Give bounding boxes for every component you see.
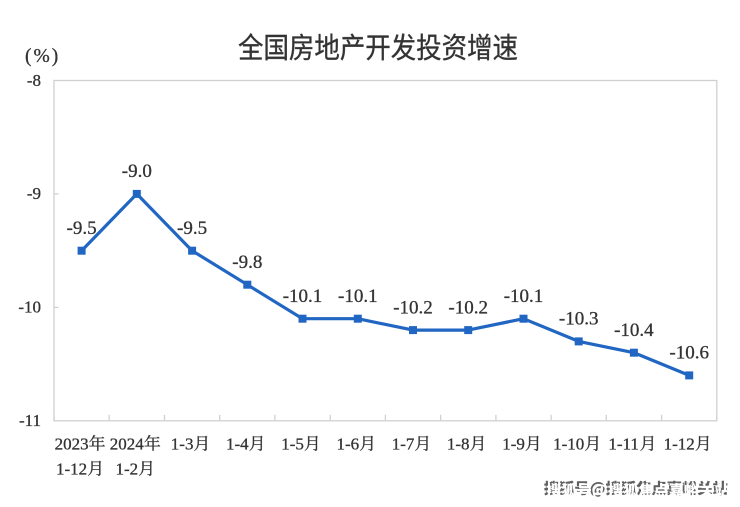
- svg-text:-10.2: -10.2: [393, 297, 433, 318]
- svg-text:1-8: 1-8: [447, 435, 470, 454]
- svg-text:-10.1: -10.1: [283, 286, 323, 307]
- svg-text:2023: 2023: [55, 435, 89, 454]
- svg-text:-9.0: -9.0: [122, 161, 152, 182]
- svg-text:-10.4: -10.4: [614, 320, 654, 341]
- svg-text:-9.5: -9.5: [67, 218, 97, 239]
- svg-text:1-2: 1-2: [116, 460, 139, 479]
- svg-text:1-4: 1-4: [226, 435, 249, 454]
- svg-text:-9.5: -9.5: [177, 218, 207, 239]
- svg-text:-10.1: -10.1: [504, 286, 544, 307]
- svg-text:-10.6: -10.6: [669, 343, 709, 364]
- svg-text:1-7: 1-7: [392, 435, 415, 454]
- svg-text:1-11: 1-11: [608, 435, 639, 454]
- svg-text:1-5: 1-5: [281, 435, 304, 454]
- svg-text:-8: -8: [27, 71, 41, 90]
- svg-text:-9.8: -9.8: [232, 252, 262, 273]
- svg-text:1-12: 1-12: [56, 460, 87, 479]
- svg-text:1-9: 1-9: [502, 435, 525, 454]
- svg-text:-11: -11: [19, 411, 41, 430]
- svg-text:1-3: 1-3: [171, 435, 194, 454]
- svg-text:-10: -10: [18, 298, 41, 317]
- svg-text:-9: -9: [27, 184, 41, 203]
- svg-text:-10.2: -10.2: [448, 297, 488, 318]
- svg-text:(%): (%): [25, 46, 60, 67]
- svg-text:-10.1: -10.1: [338, 286, 378, 307]
- svg-text:1-12: 1-12: [664, 435, 695, 454]
- svg-text:-10.3: -10.3: [559, 309, 599, 330]
- svg-text:2024: 2024: [110, 435, 145, 454]
- svg-text:1-6: 1-6: [337, 435, 360, 454]
- svg-text:1-10: 1-10: [553, 435, 584, 454]
